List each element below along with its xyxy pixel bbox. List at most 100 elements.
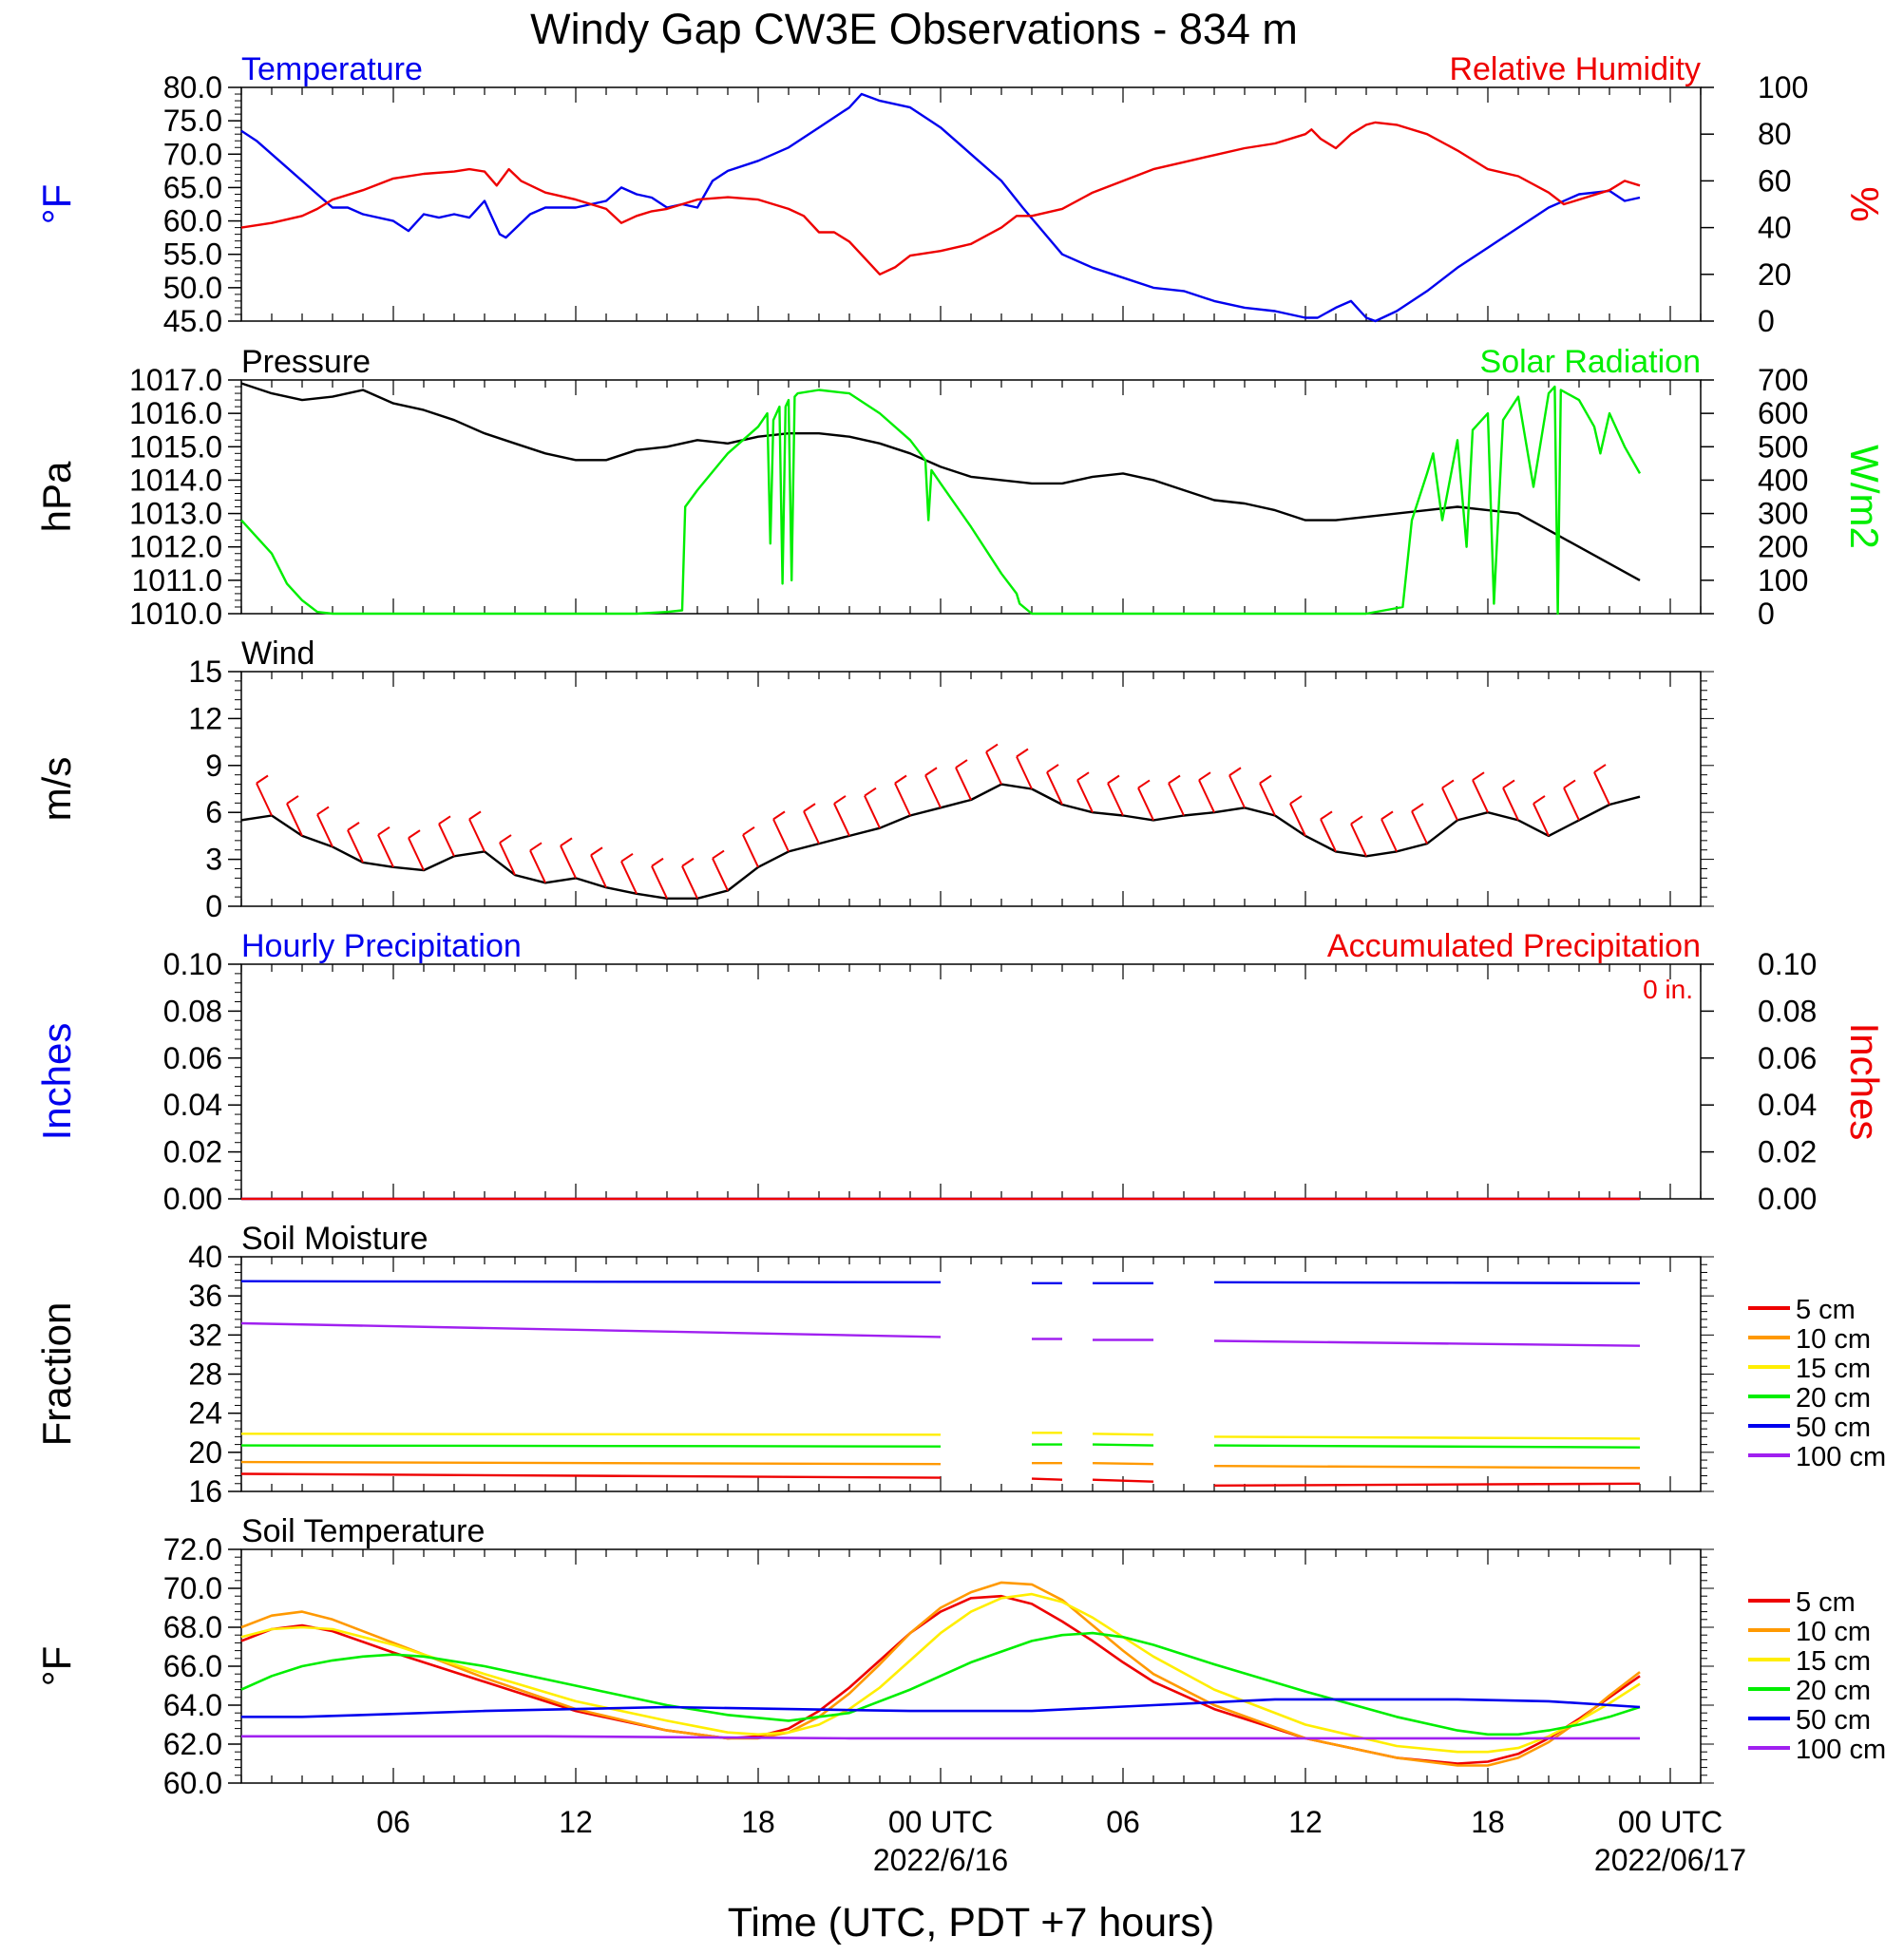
legend-label: 15 cm [1796, 1354, 1871, 1384]
series-10-cm [240, 1460, 1641, 1470]
series-5-cm [240, 1594, 1641, 1765]
wind-barb-flag [560, 837, 573, 847]
y-tick-label-left: 1015.0 [129, 429, 222, 464]
wind-barb-flag [347, 822, 360, 831]
panel-title-left: Hourly Precipitation [241, 928, 522, 964]
wind-barb [985, 751, 1002, 785]
wind-barb [1472, 779, 1489, 813]
y-tick-label-right: 0.06 [1758, 1041, 1817, 1075]
wind-barb [803, 810, 820, 845]
y-tick-label-left: 32 [188, 1318, 222, 1352]
wind-barb-flag [1259, 774, 1272, 785]
series-segment [1213, 1281, 1641, 1285]
wind-barb-flag [955, 759, 968, 769]
x-tick-label: 12 [1288, 1805, 1323, 1839]
wind-barb-flag [1533, 795, 1546, 805]
y-tick-label-left: 40 [188, 1240, 222, 1274]
series-Relative-Humidity [240, 121, 1641, 275]
wind-barb [1016, 756, 1033, 789]
y-axis-label-right: % [1842, 186, 1887, 221]
series-5-cm [240, 1472, 1641, 1488]
wind-barb-flag [742, 826, 755, 836]
y-axis-label-left: °F [34, 1646, 79, 1686]
wind-barb [438, 823, 455, 857]
y-tick-label-left: 0 [205, 889, 222, 923]
y-axis-label-left: °F [34, 184, 79, 224]
y-tick-label-right: 40 [1758, 211, 1792, 245]
panel-title-left: Soil Temperature [241, 1513, 485, 1549]
legend-label: 20 cm [1796, 1676, 1871, 1706]
y-tick-label-right: 0.00 [1758, 1182, 1817, 1216]
panel-title-left: Wind [241, 636, 314, 672]
y-axis-label-left: m/s [34, 757, 79, 822]
y-tick-label-left: 3 [205, 843, 222, 877]
wind-barb-flag [529, 842, 543, 852]
y-tick-label-left: 68.0 [163, 1610, 222, 1644]
wind-barb-flag [1137, 779, 1151, 789]
x-axis-label: Time (UTC, PDT +7 hours) [728, 1900, 1215, 1946]
wind-barb-flag [1046, 764, 1059, 773]
wind-barb-flag [1289, 795, 1303, 805]
y-tick-label-left: 0.06 [163, 1041, 222, 1075]
wind-barb [1289, 803, 1306, 837]
wind-barb-flag [620, 852, 634, 863]
series-segment [1092, 1478, 1154, 1483]
x-tick-label: 18 [1471, 1805, 1505, 1839]
panel-frame [240, 671, 1702, 907]
wind-barb [651, 865, 668, 900]
y-tick-label-left: 80.0 [163, 70, 222, 104]
y-axis-label-right: Inches [1842, 1023, 1887, 1141]
wind-barb [256, 783, 273, 816]
wind-barb [1198, 779, 1215, 813]
panel-title-left: Pressure [241, 344, 371, 380]
legend-label: 5 cm [1796, 1587, 1856, 1618]
y-tick-label-right: 300 [1758, 497, 1808, 531]
panel-frame [240, 963, 1702, 1200]
wind-barb-flag [1563, 779, 1576, 789]
wind-barb-flag [894, 774, 907, 785]
wind-barb-flag [377, 826, 390, 836]
wind-barb-flag [256, 774, 269, 785]
series-Temperature [240, 92, 1641, 323]
y-tick-label-left: 0.02 [163, 1135, 222, 1169]
wind-barb [955, 767, 972, 801]
wind-barb [833, 803, 850, 837]
wind-barb [1593, 771, 1610, 806]
panel-annotation: 0 in. [1643, 975, 1693, 1004]
y-tick-label-left: 50.0 [163, 271, 222, 305]
wind-barb-flag [499, 834, 512, 844]
x-tick-date: 2022/06/17 [1594, 1843, 1746, 1877]
series-segment [240, 1280, 942, 1284]
y-tick-label-left: 0.00 [163, 1182, 222, 1216]
series-50-cm [241, 1698, 1641, 1718]
y-tick-label-right: 0 [1758, 597, 1775, 631]
series-segment [1031, 1477, 1063, 1481]
y-tick-label-left: 0.10 [163, 947, 222, 981]
wind-barb-flag [985, 743, 999, 753]
y-tick-label-right: 500 [1758, 429, 1808, 464]
wind-barb [347, 829, 364, 864]
series-20-cm [240, 1443, 1641, 1449]
series-Solar-Radiation [240, 385, 1642, 616]
wind-barb [1107, 783, 1124, 816]
y-axis-label-left: hPa [34, 461, 79, 532]
wind-barb [620, 861, 638, 895]
wind-barb [1533, 803, 1550, 837]
wind-barb [316, 814, 333, 847]
wind-barb-flag [590, 846, 603, 857]
y-tick-label-left: 24 [188, 1396, 222, 1431]
x-tick-label: 00 UTC [888, 1805, 993, 1839]
wind-barb [499, 842, 516, 876]
series-Wind [240, 783, 1641, 900]
wind-barb-flag [1228, 767, 1242, 777]
wind-barb-flag [1320, 810, 1333, 821]
legend-label: 10 cm [1796, 1324, 1871, 1355]
wind-barb-flag [1076, 771, 1090, 782]
series-segment [1213, 1444, 1641, 1449]
panel-wind: 0 3 6 9 12 15 Wind m/s [34, 636, 1714, 923]
series-50-cm [240, 1280, 1641, 1285]
wind-barb-flag [408, 829, 421, 839]
wind-barb [468, 818, 486, 852]
